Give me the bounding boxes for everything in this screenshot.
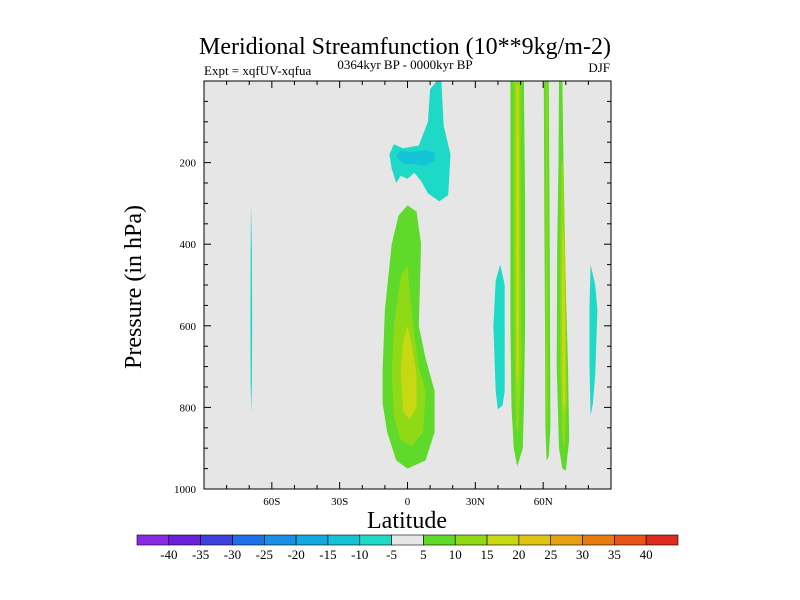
chart-title: Meridional Streamfunction (10**9kg/m-2) — [199, 34, 611, 60]
colorbar-label: -30 — [224, 547, 241, 562]
colorbar-swatch — [136, 534, 170, 546]
colorbar-swatch — [391, 534, 424, 546]
colorbar-swatch — [232, 534, 265, 546]
y-tick-label: 1000 — [174, 484, 197, 496]
colorbar-label: 35 — [608, 547, 621, 562]
x-tick-label: 60S — [263, 496, 280, 508]
colorbar-label: 25 — [544, 547, 557, 562]
colorbar-swatch — [200, 534, 233, 546]
colorbar-swatch — [454, 534, 488, 546]
colorbar-swatch — [614, 534, 647, 546]
chart-subtitle-left: Expt = xqfUV-xqfua — [204, 63, 311, 78]
x-axis-label: Latitude — [367, 508, 447, 534]
contour-upper-negative-5 — [389, 81, 451, 202]
y-axis-label: Pressure (in hPa) — [121, 205, 147, 369]
colorbar: -40 -35 -30 -25 -20 -15 -10 -5 5 10 15 20 25 30 35 40 — [136, 534, 679, 562]
colorbar-label: 40 — [640, 547, 653, 562]
colorbar-label: -35 — [192, 547, 209, 562]
colorbar-label: -10 — [351, 547, 368, 562]
x-tick-label: 60N — [534, 496, 553, 508]
colorbar-label: -5 — [386, 547, 397, 562]
contour-upper-negative-10 — [396, 150, 435, 166]
colorbar-swatch — [359, 534, 392, 546]
colorbar-label: 15 — [481, 547, 494, 562]
colorbar-swatch — [423, 534, 456, 546]
colorbar-swatch — [168, 534, 201, 546]
contour-nh-negative-42 — [493, 264, 505, 410]
colorbar-swatch — [582, 534, 615, 546]
colorbar-swatch — [295, 534, 329, 546]
chart-subtitle-right: DJF — [588, 60, 610, 75]
x-axis: 60S 30S 0 30N 60N — [226, 81, 589, 508]
colorbar-swatch — [550, 534, 583, 546]
colorbar-swatch — [327, 534, 361, 546]
colorbar-label: 30 — [576, 547, 589, 562]
colorbar-label: 10 — [449, 547, 462, 562]
contour-sh-narrow-negative — [250, 203, 253, 414]
colorbar-swatch — [518, 534, 552, 546]
colorbar-label: 20 — [512, 547, 525, 562]
contour-nh-positive-70-core — [561, 223, 566, 416]
x-tick-label: 30N — [466, 496, 485, 508]
x-tick-label: 30S — [331, 496, 348, 508]
colorbar-swatch — [486, 534, 520, 546]
chart-subtitle-center: 0364kyr BP - 0000kyr BP — [337, 57, 472, 72]
y-axis: 200 400 600 800 1000 — [174, 100, 611, 496]
contour-layer — [250, 81, 598, 471]
y-tick-label: 400 — [180, 239, 197, 251]
x-tick-label: 0 — [405, 496, 411, 508]
colorbar-label: -15 — [319, 547, 336, 562]
y-tick-label: 200 — [180, 158, 197, 170]
contour-equatorial-positive-15 — [400, 325, 417, 420]
colorbar-label: -40 — [160, 547, 177, 562]
y-tick-label: 800 — [180, 402, 197, 414]
colorbar-swatch — [263, 534, 297, 546]
contour-nh-positive-48-core — [516, 85, 520, 392]
contour-nh-positive-62-inner — [545, 83, 548, 436]
y-tick-label: 600 — [180, 321, 197, 333]
colorbar-label: 5 — [420, 547, 427, 562]
contour-nh-negative-83 — [589, 264, 598, 416]
colorbar-swatch — [645, 534, 679, 546]
colorbar-label: -25 — [256, 547, 273, 562]
colorbar-label: -20 — [287, 547, 304, 562]
